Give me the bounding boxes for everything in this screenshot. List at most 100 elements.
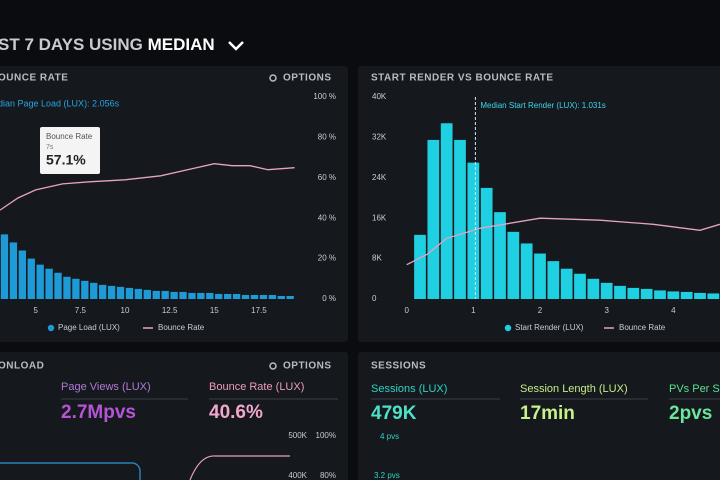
legend-label: Bounce Rate	[158, 323, 205, 332]
plot	[406, 123, 720, 299]
bar	[0, 234, 9, 299]
bar	[654, 290, 666, 299]
legend-label: Page Load (LUX)	[58, 323, 120, 332]
bar	[694, 292, 706, 299]
sparkline	[189, 455, 290, 480]
bar	[627, 287, 640, 299]
tooltip: Bounce Rate 7s 57.1%	[40, 127, 100, 174]
bar	[143, 289, 151, 299]
y-tick-label: 40 %	[318, 213, 336, 222]
y-tick-label: 16K	[372, 213, 387, 222]
annotation: Median Start Render (LUX): 1.031s	[480, 101, 605, 110]
bar	[480, 187, 493, 299]
x-tick-label: 17.5	[251, 306, 267, 315]
metric-value: 2pvs	[669, 403, 712, 424]
bar	[161, 290, 169, 299]
line	[406, 217, 720, 266]
panel	[0, 352, 348, 480]
bar	[640, 288, 653, 299]
bar	[250, 294, 259, 299]
plot	[0, 163, 295, 299]
bar	[454, 139, 466, 299]
bar	[179, 291, 187, 299]
metric-label: Sessions (LUX)	[371, 383, 447, 395]
y-tick-label: 24K	[372, 173, 387, 182]
chevron[interactable]	[228, 41, 244, 51]
bar	[507, 231, 520, 299]
bar	[125, 287, 134, 299]
y-tick-label: 40K	[372, 92, 387, 101]
y-tick-label: 0 %	[322, 294, 336, 303]
header: ST 7 DAYS USING MEDIAN	[0, 35, 215, 54]
bar	[170, 291, 178, 299]
y-tick-label: 32K	[372, 133, 387, 142]
line	[0, 163, 295, 211]
bar	[72, 278, 80, 299]
bar	[81, 280, 89, 299]
x-tick-label: 10	[121, 306, 130, 315]
x-tick-label: 15	[210, 306, 219, 315]
panel-title: ONLOAD	[0, 361, 44, 372]
bar	[152, 290, 160, 299]
options[interactable]: OPTIONS	[283, 361, 332, 372]
bar	[414, 234, 426, 299]
bar	[224, 293, 232, 299]
bar	[286, 295, 294, 299]
x-tick-label: 0	[404, 306, 409, 315]
panel	[358, 352, 720, 480]
x-tick-label: 2	[538, 306, 543, 315]
bar	[206, 292, 214, 299]
bar	[107, 285, 116, 299]
y-tick-label: 20 %	[318, 254, 336, 263]
panel-title: OUNCE RATE	[0, 73, 68, 84]
y-tick-label: 80 %	[318, 133, 336, 142]
options-icon[interactable]	[269, 362, 277, 370]
metric-value: 40.6%	[209, 402, 263, 423]
bar	[9, 242, 18, 299]
bar	[63, 276, 71, 299]
bar	[90, 282, 98, 299]
options-icon[interactable]	[269, 74, 277, 82]
tooltip-title: Bounce Rate	[46, 132, 93, 141]
axis-label: 100%	[316, 431, 336, 440]
bar	[268, 294, 276, 299]
tooltip-value: 57.1%	[46, 152, 86, 168]
options[interactable]: OPTIONS	[283, 73, 332, 84]
bar	[574, 273, 586, 299]
bar	[667, 291, 680, 299]
bar	[241, 294, 250, 299]
x-tick-label: 1	[471, 306, 476, 315]
metric-value: 479K	[371, 403, 417, 424]
y-tick-label: 8K	[372, 254, 382, 263]
x-tick-label: 7.5	[75, 306, 87, 315]
metric-label: Session Length (LUX)	[520, 383, 628, 395]
bar	[614, 285, 626, 299]
bar	[534, 253, 546, 299]
header-prefix: ST 7 DAYS USING	[0, 35, 143, 54]
bar	[18, 250, 26, 299]
x-tick-label: 3	[604, 306, 609, 315]
bar	[36, 264, 44, 299]
header-mode[interactable]: MEDIAN	[148, 35, 215, 54]
panel-title: SESSIONS	[371, 361, 426, 372]
axis-label: 3.2 pvs	[374, 471, 400, 480]
bar	[277, 295, 285, 299]
legend-label: Start Render (LUX)	[515, 323, 584, 332]
axis-label: 80%	[320, 471, 336, 480]
axis-label: 4 pvs	[380, 432, 399, 441]
bar	[560, 268, 573, 299]
bar	[188, 292, 196, 299]
y-tick-label: 60 %	[318, 173, 336, 182]
axis-label: 500K	[288, 431, 307, 440]
bar	[215, 293, 223, 299]
x-tick-label: 12.5	[162, 306, 178, 315]
metric-label: PVs Per S	[669, 383, 720, 395]
bar	[587, 278, 600, 299]
bar	[707, 293, 720, 299]
y-tick-label: 0	[372, 294, 377, 303]
bar	[547, 261, 560, 299]
bar	[520, 243, 533, 299]
x-tick-label: 5	[33, 306, 38, 315]
metric-label: Page Views (LUX)	[61, 381, 151, 393]
